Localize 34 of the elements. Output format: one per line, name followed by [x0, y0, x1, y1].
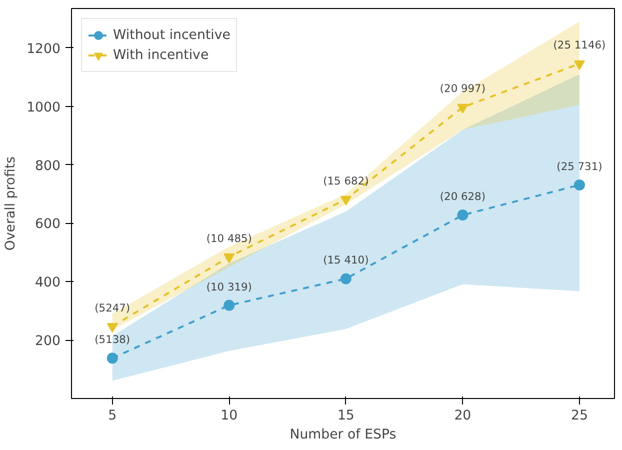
y-tick-label: 400 — [35, 276, 61, 291]
annotation: (25 1146) — [553, 38, 606, 52]
point — [224, 300, 235, 311]
x-axis-title: Number of ESPs — [290, 428, 396, 442]
annotation: (20 628) — [440, 190, 486, 204]
annotation: (15 682) — [323, 174, 369, 188]
y-axis-title: Overall profits — [4, 156, 19, 251]
legend-label: With incentive — [113, 48, 209, 62]
x-tick-label: 15 — [337, 408, 354, 424]
point — [340, 273, 352, 284]
y-tick-label: 800 — [35, 158, 61, 174]
y-tick-label: 600 — [35, 217, 61, 232]
annotation: (5247) — [94, 301, 130, 314]
point — [106, 322, 118, 333]
x-tick-label: 5 — [108, 408, 117, 424]
point — [574, 179, 585, 190]
annotation: (15 410) — [323, 254, 369, 267]
annotation: (20 997) — [440, 82, 486, 96]
point — [457, 104, 468, 114]
x-tick-label: 10 — [220, 408, 238, 424]
y-tick-label: 1000 — [26, 100, 61, 116]
point — [574, 60, 585, 70]
point — [224, 253, 235, 264]
y-tick-label: 1200 — [26, 42, 61, 57]
point — [106, 352, 118, 364]
legend-label: Without incentive — [113, 28, 230, 42]
annotation: (10 319) — [206, 280, 252, 294]
y-tick-label: 200 — [35, 334, 61, 350]
x-tick-label: 25 — [570, 408, 588, 424]
annotation: (5138) — [94, 333, 130, 346]
annotation: (10 485) — [206, 232, 252, 245]
x-tick-label: 20 — [454, 408, 472, 424]
annotation: (25 731) — [556, 160, 602, 173]
point — [457, 210, 468, 221]
